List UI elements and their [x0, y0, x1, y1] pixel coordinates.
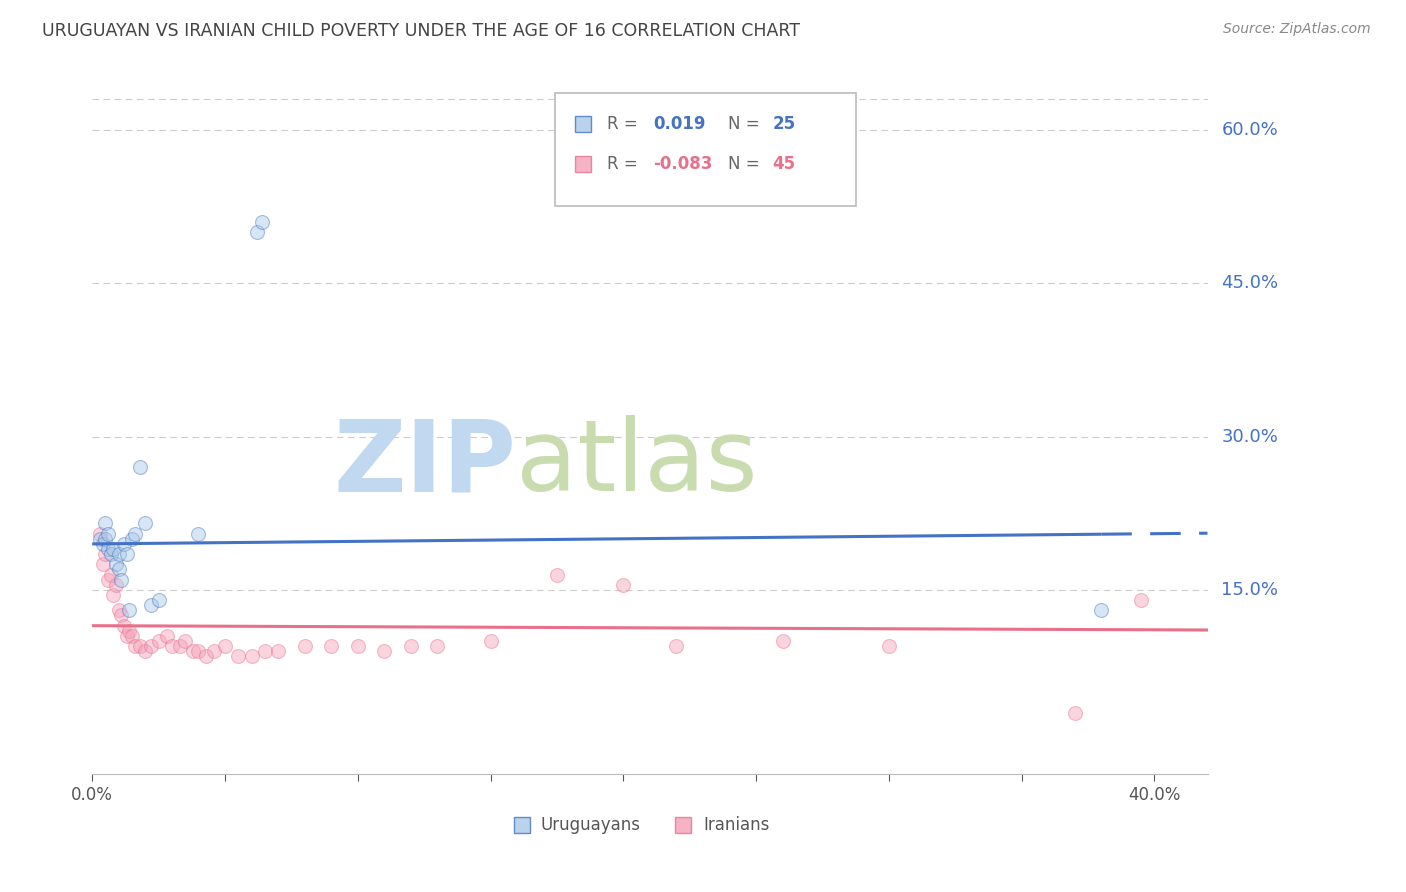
- Point: [103, 588, 125, 602]
- Text: N =: N =: [728, 154, 765, 173]
- Point: [139, 639, 162, 653]
- Point: [612, 578, 634, 592]
- Point: [174, 634, 197, 648]
- Text: 0.019: 0.019: [654, 114, 706, 133]
- Text: 15.0%: 15.0%: [1222, 581, 1278, 599]
- Point: [187, 526, 209, 541]
- Point: [107, 547, 129, 561]
- Text: 45.0%: 45.0%: [1222, 274, 1278, 293]
- Point: [139, 599, 162, 613]
- Point: [118, 603, 141, 617]
- Point: [1090, 603, 1112, 617]
- Point: [105, 578, 128, 592]
- Point: [97, 542, 120, 557]
- Point: [89, 526, 111, 541]
- Point: [110, 608, 132, 623]
- Point: [121, 532, 143, 546]
- Text: Source: ZipAtlas.com: Source: ZipAtlas.com: [1223, 22, 1371, 37]
- Point: [169, 639, 191, 653]
- Point: [115, 547, 138, 561]
- Point: [134, 644, 156, 658]
- Text: Uruguayans: Uruguayans: [540, 816, 641, 834]
- Point: [118, 624, 141, 638]
- Point: [181, 644, 204, 658]
- Point: [187, 644, 209, 658]
- Point: [294, 639, 316, 653]
- Text: 60.0%: 60.0%: [1222, 120, 1278, 139]
- Point: [100, 567, 122, 582]
- Point: [129, 460, 152, 475]
- Point: [94, 532, 117, 546]
- Text: -0.083: -0.083: [654, 154, 713, 173]
- Point: [97, 526, 120, 541]
- Point: [373, 644, 395, 658]
- Point: [94, 547, 117, 561]
- Point: [426, 639, 449, 653]
- Point: [246, 225, 269, 239]
- Point: [107, 562, 129, 576]
- Point: [155, 629, 177, 643]
- Point: [226, 649, 249, 664]
- Point: [160, 639, 183, 653]
- Point: [195, 649, 218, 664]
- Point: [665, 639, 688, 653]
- Point: [148, 634, 170, 648]
- Point: [124, 526, 146, 541]
- Text: R =: R =: [607, 154, 644, 173]
- Point: [121, 629, 143, 643]
- Text: Iranians: Iranians: [703, 816, 769, 834]
- Text: R =: R =: [607, 114, 644, 133]
- Point: [202, 644, 225, 658]
- Text: N =: N =: [728, 114, 765, 133]
- Point: [240, 649, 263, 664]
- Point: [124, 639, 146, 653]
- Point: [479, 634, 502, 648]
- Point: [112, 537, 135, 551]
- Point: [346, 639, 368, 653]
- Point: [399, 639, 422, 653]
- FancyBboxPatch shape: [555, 93, 856, 206]
- Point: [772, 634, 794, 648]
- Point: [546, 567, 568, 582]
- Point: [1063, 706, 1085, 720]
- Text: 45: 45: [772, 154, 796, 173]
- Point: [94, 516, 117, 531]
- Point: [321, 639, 343, 653]
- Point: [214, 639, 236, 653]
- Point: [100, 547, 122, 561]
- Point: [97, 573, 120, 587]
- Point: [134, 516, 156, 531]
- Point: [148, 593, 170, 607]
- Text: URUGUAYAN VS IRANIAN CHILD POVERTY UNDER THE AGE OF 16 CORRELATION CHART: URUGUAYAN VS IRANIAN CHILD POVERTY UNDER…: [42, 22, 800, 40]
- Text: 30.0%: 30.0%: [1222, 427, 1278, 446]
- Point: [1130, 593, 1153, 607]
- Point: [105, 558, 128, 572]
- Point: [115, 629, 138, 643]
- Point: [103, 542, 125, 557]
- Point: [267, 644, 290, 658]
- Text: ZIP: ZIP: [333, 415, 516, 512]
- Point: [112, 618, 135, 632]
- Point: [129, 639, 152, 653]
- Point: [89, 532, 111, 546]
- Point: [877, 639, 900, 653]
- Point: [253, 644, 276, 658]
- Text: 25: 25: [772, 114, 796, 133]
- Point: [107, 603, 129, 617]
- Point: [110, 573, 132, 587]
- Point: [91, 558, 114, 572]
- Point: [250, 215, 273, 229]
- Text: atlas: atlas: [516, 415, 758, 512]
- Point: [91, 537, 114, 551]
